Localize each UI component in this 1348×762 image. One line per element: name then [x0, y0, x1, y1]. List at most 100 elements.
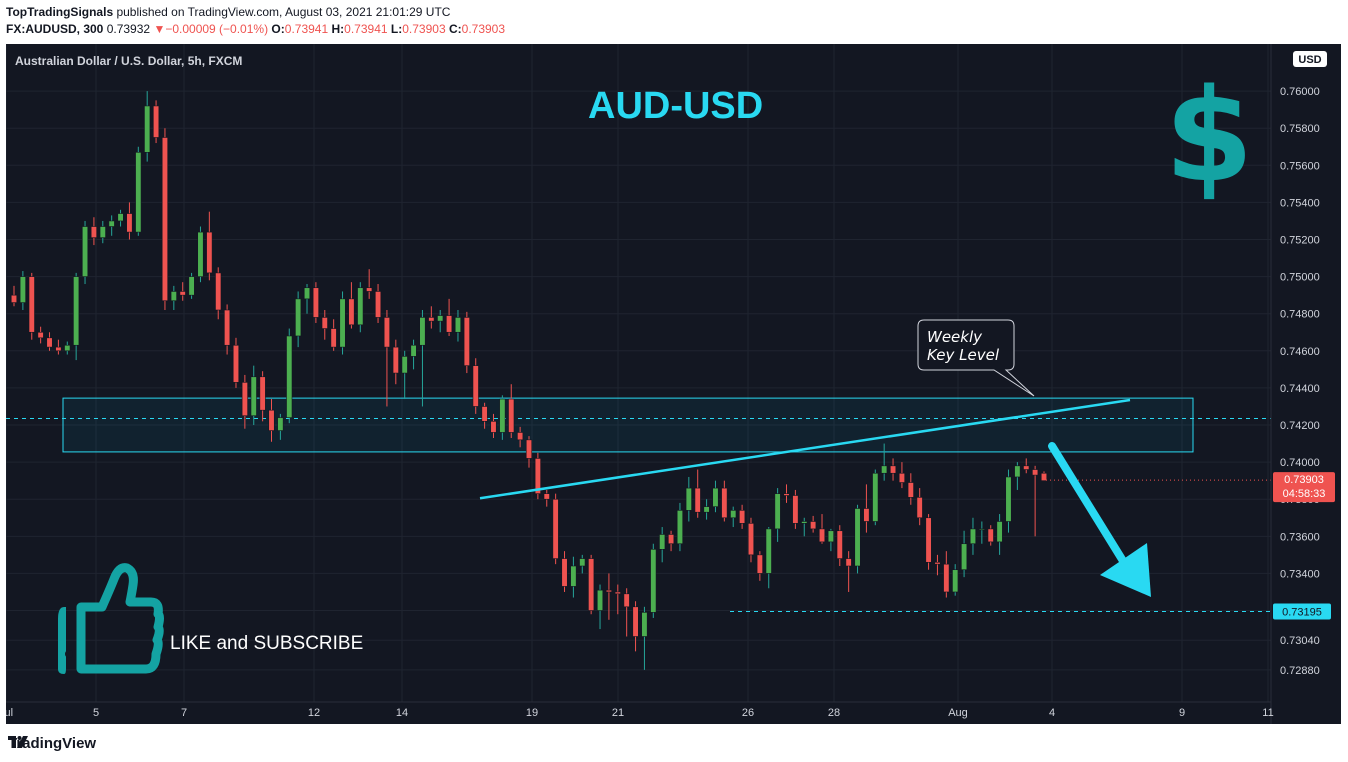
candle-down[interactable]: [836, 530, 843, 559]
candle-up[interactable]: [286, 335, 293, 418]
candle-up[interactable]: [117, 213, 124, 222]
candle-up[interactable]: [1014, 465, 1021, 478]
candle-up[interactable]: [454, 317, 462, 333]
candle-up[interactable]: [1005, 476, 1012, 522]
candle-up[interactable]: [961, 543, 968, 571]
candle-down[interactable]: [259, 376, 266, 411]
candle-down[interactable]: [215, 272, 222, 311]
candle-up[interactable]: [827, 530, 834, 543]
candle-down[interactable]: [943, 563, 950, 593]
candle-down[interactable]: [668, 534, 675, 545]
candle-up[interactable]: [197, 231, 204, 277]
candle-down[interactable]: [37, 331, 44, 339]
price-chart[interactable]: AUD-USD Australian Dollar / U.S. Dollar,…: [6, 44, 1341, 724]
candle-down[interactable]: [383, 317, 390, 348]
candle-up[interactable]: [765, 528, 772, 574]
candle-down[interactable]: [55, 346, 62, 352]
candle-down[interactable]: [623, 593, 630, 608]
candle-down[interactable]: [534, 458, 541, 494]
candle-down[interactable]: [321, 317, 328, 329]
candle-up[interactable]: [19, 276, 26, 303]
candle-up[interactable]: [712, 487, 719, 507]
like-subscribe-text[interactable]: LIKE and SUBSCRIBE: [170, 633, 363, 654]
trend-line[interactable]: [479, 398, 1131, 500]
candle-down[interactable]: [721, 487, 728, 519]
candle-up[interactable]: [135, 152, 142, 233]
candle-up[interactable]: [170, 291, 177, 302]
candle-down[interactable]: [481, 406, 488, 422]
candle-down[interactable]: [934, 561, 941, 565]
candle-up[interactable]: [108, 220, 115, 227]
candle-up[interactable]: [952, 569, 959, 593]
candle-down[interactable]: [863, 508, 870, 522]
candle-down[interactable]: [1032, 469, 1039, 476]
candle-up[interactable]: [99, 226, 106, 238]
candle-down[interactable]: [543, 493, 550, 500]
candle-down[interactable]: [694, 487, 701, 513]
candle-down[interactable]: [490, 421, 497, 433]
candle-up[interactable]: [685, 487, 692, 511]
candle-down[interactable]: [46, 337, 53, 348]
candle-up[interactable]: [144, 105, 151, 153]
candle-down[interactable]: [588, 558, 595, 611]
candle-down[interactable]: [428, 317, 435, 322]
candle-down[interactable]: [907, 482, 914, 498]
candle-up[interactable]: [978, 528, 985, 531]
candle-up[interactable]: [996, 521, 1003, 543]
candle-down[interactable]: [232, 344, 240, 383]
candle-down[interactable]: [126, 213, 133, 233]
candle-up[interactable]: [703, 506, 710, 513]
candle-up[interactable]: [81, 226, 89, 277]
candle-up[interactable]: [188, 276, 195, 296]
candle-up[interactable]: [774, 493, 781, 530]
candle-down[interactable]: [224, 309, 231, 346]
candle-down[interactable]: [792, 495, 799, 524]
time-axis[interactable]: Jul 5 7 12 14 19 21 26 28 Aug 4 9 11: [6, 701, 1274, 719]
candle-up[interactable]: [570, 565, 577, 587]
candle-up[interactable]: [339, 298, 346, 348]
candle-down[interactable]: [330, 328, 337, 348]
candle-up[interactable]: [73, 276, 80, 346]
candle-down[interactable]: [810, 521, 817, 530]
candle-up[interactable]: [579, 558, 586, 567]
candle-down[interactable]: [845, 558, 852, 567]
chart-panel[interactable]: AUD-USD Australian Dollar / U.S. Dollar,…: [6, 44, 1341, 724]
candle-down[interactable]: [898, 472, 905, 483]
candle-down[interactable]: [28, 276, 35, 333]
candle-down[interactable]: [463, 317, 470, 366]
candle-up[interactable]: [659, 534, 666, 550]
candle-up[interactable]: [801, 521, 808, 524]
candle-down[interactable]: [561, 558, 568, 587]
candle-down[interactable]: [916, 497, 923, 519]
candle-down[interactable]: [987, 528, 994, 543]
candle-up[interactable]: [64, 344, 71, 352]
candle-down[interactable]: [153, 105, 160, 138]
candle-down[interactable]: [747, 523, 755, 556]
candle-up[interactable]: [641, 612, 648, 637]
candle-up[interactable]: [250, 376, 257, 417]
candle-up[interactable]: [437, 315, 444, 322]
candle-up[interactable]: [969, 528, 977, 545]
candle-down[interactable]: [525, 439, 533, 459]
candle-up[interactable]: [419, 317, 426, 346]
candle-down[interactable]: [756, 554, 763, 574]
currency-badge[interactable]: USD: [1293, 51, 1327, 67]
candle-up[interactable]: [596, 589, 604, 611]
candle-down[interactable]: [90, 226, 97, 238]
candle-up[interactable]: [650, 549, 657, 613]
candle-down[interactable]: [446, 315, 453, 333]
candle-down[interactable]: [889, 465, 897, 474]
candle-down[interactable]: [739, 510, 746, 524]
candle-down[interactable]: [472, 365, 479, 407]
candle-down[interactable]: [241, 382, 248, 417]
candle-up[interactable]: [303, 287, 311, 300]
candle-down[interactable]: [783, 493, 790, 496]
candle-up[interactable]: [295, 298, 302, 337]
candle-down[interactable]: [925, 517, 932, 563]
candle-down[interactable]: [312, 287, 319, 318]
candle-down[interactable]: [10, 294, 18, 303]
candle-down[interactable]: [605, 589, 612, 593]
candle-up[interactable]: [410, 344, 417, 357]
candle-down[interactable]: [1023, 465, 1030, 470]
candle-up[interactable]: [872, 472, 879, 522]
